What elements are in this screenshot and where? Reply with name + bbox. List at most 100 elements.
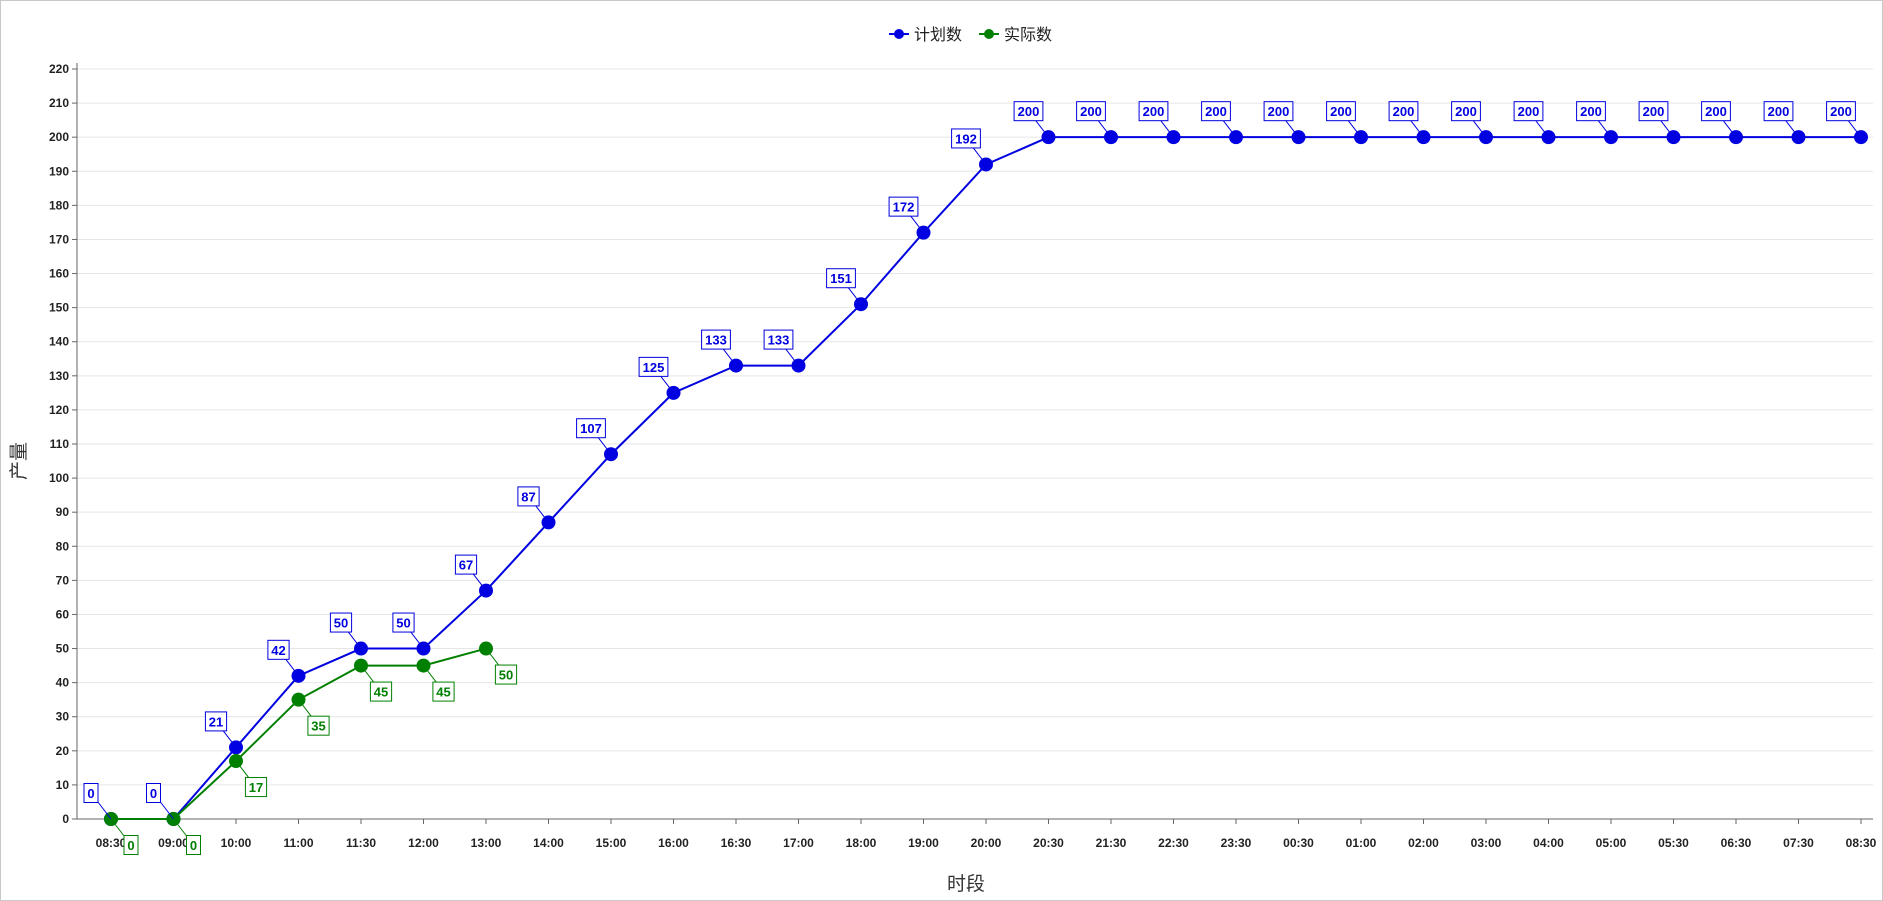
x-tick-label: 18:00	[846, 836, 877, 850]
data-label-box	[1263, 101, 1294, 122]
data-label-text: 0	[127, 838, 134, 853]
y-tick-label: 20	[56, 744, 70, 758]
data-label-text: 200	[1268, 104, 1290, 119]
plan-data-label: 0	[83, 783, 112, 820]
data-label-box	[369, 681, 393, 702]
data-label-box	[454, 554, 478, 575]
data-label-text: 0	[150, 786, 157, 801]
y-tick-label: 110	[50, 437, 70, 451]
actual-data-label: 45	[360, 665, 393, 702]
data-label-text: 192	[955, 131, 977, 146]
plan-data-label: 200	[1451, 101, 1487, 138]
data-label-text: 67	[459, 558, 473, 573]
x-tick-label: 15:00	[596, 836, 627, 850]
data-label-text: 200	[1580, 104, 1602, 119]
x-tick-label: 16:30	[721, 836, 752, 850]
x-axis-title: 时段	[947, 873, 985, 895]
data-label-box	[494, 664, 518, 685]
y-tick-label: 120	[49, 403, 69, 417]
x-tick-label: 14:00	[533, 836, 564, 850]
data-label-box	[267, 639, 290, 660]
data-label-box	[576, 418, 606, 439]
y-tick-label: 40	[56, 676, 70, 690]
x-tick-label: 10:00	[221, 836, 252, 850]
plan-data-label: 151	[826, 268, 862, 305]
plan-data-label: 200	[1013, 101, 1049, 138]
data-label-text: 200	[1830, 104, 1852, 119]
data-label-text: 200	[1018, 104, 1040, 119]
x-tick-label: 22:30	[1158, 836, 1189, 850]
data-label-box	[1013, 101, 1044, 122]
y-tick-label: 220	[49, 62, 69, 76]
data-label-box	[1638, 101, 1669, 122]
y-tick-label: 90	[56, 505, 70, 519]
plan-data-label: 172	[888, 196, 924, 233]
x-tick-label: 04:00	[1533, 836, 1564, 850]
data-label-text: 172	[893, 200, 915, 215]
x-tick-label: 11:00	[283, 836, 313, 850]
plan-data-label: 0	[146, 783, 174, 820]
y-tick-label: 80	[56, 539, 70, 553]
data-label-box	[638, 356, 669, 377]
data-label-box	[204, 711, 228, 732]
plan-data-label: 200	[1201, 101, 1237, 138]
plan-data-label: 87	[517, 486, 549, 523]
y-tick-label: 150	[49, 301, 69, 315]
data-label-text: 200	[1643, 104, 1665, 119]
grid-lines	[77, 68, 1873, 786]
x-tick-label: 05:30	[1658, 836, 1689, 850]
plan-data-label: 200	[1701, 101, 1737, 138]
actual-data-label: 17	[235, 760, 268, 798]
data-label-box	[329, 612, 353, 633]
legend-marker	[984, 29, 994, 39]
data-label-text: 200	[1768, 104, 1790, 119]
data-label-box	[307, 715, 330, 736]
data-label-text: 125	[643, 360, 665, 375]
data-label-text: 200	[1143, 104, 1165, 119]
plan-data-label: 133	[701, 329, 737, 366]
data-label-box	[1576, 101, 1606, 122]
data-label-text: 21	[209, 714, 223, 729]
y-tick-label: 30	[56, 710, 70, 724]
data-label-text: 200	[1080, 104, 1102, 119]
data-label-text: 42	[271, 643, 285, 658]
x-tick-label: 12:00	[408, 836, 439, 850]
data-label-text: 200	[1455, 104, 1477, 119]
data-label-text: 45	[374, 685, 388, 700]
data-label-box	[83, 783, 99, 803]
plan-data-label: 50	[329, 612, 362, 649]
x-tick-label: 08:30	[1846, 836, 1877, 850]
y-tick-label: 100	[49, 471, 69, 485]
data-label-box	[951, 128, 981, 149]
data-label-box	[1451, 101, 1481, 122]
plan-data-label: 67	[454, 554, 487, 591]
x-tick-label: 16:00	[658, 836, 689, 850]
x-tick-label: 01:00	[1346, 836, 1377, 850]
y-tick-label: 0	[62, 812, 69, 826]
plan-data-label: 192	[951, 128, 987, 165]
plan-data-label: 133	[763, 329, 799, 366]
y-tick-label: 190	[49, 164, 69, 178]
plan-data-label: 200	[1763, 101, 1799, 138]
x-tick-label: 02:00	[1408, 836, 1439, 850]
y-tick-label: 10	[56, 778, 70, 792]
data-label-box	[1513, 101, 1544, 122]
x-tick-label: 00:30	[1283, 836, 1314, 850]
plan-data-label: 125	[638, 356, 674, 394]
y-tick-label: 60	[56, 607, 70, 621]
data-label-text: 45	[436, 685, 450, 700]
data-label-box	[517, 486, 540, 507]
data-label-box	[1138, 101, 1169, 122]
data-label-text: 35	[311, 719, 325, 734]
data-label-text: 50	[499, 668, 513, 683]
legend-label: 实际数	[1004, 25, 1052, 44]
data-label-text: 200	[1330, 104, 1352, 119]
y-tick-label: 180	[49, 198, 69, 212]
actual-data-label: 0	[173, 818, 201, 855]
data-label-text: 0	[87, 786, 94, 801]
y-tick-label: 130	[49, 369, 69, 383]
data-label-box	[701, 329, 731, 350]
data-label-text: 200	[1205, 104, 1227, 119]
